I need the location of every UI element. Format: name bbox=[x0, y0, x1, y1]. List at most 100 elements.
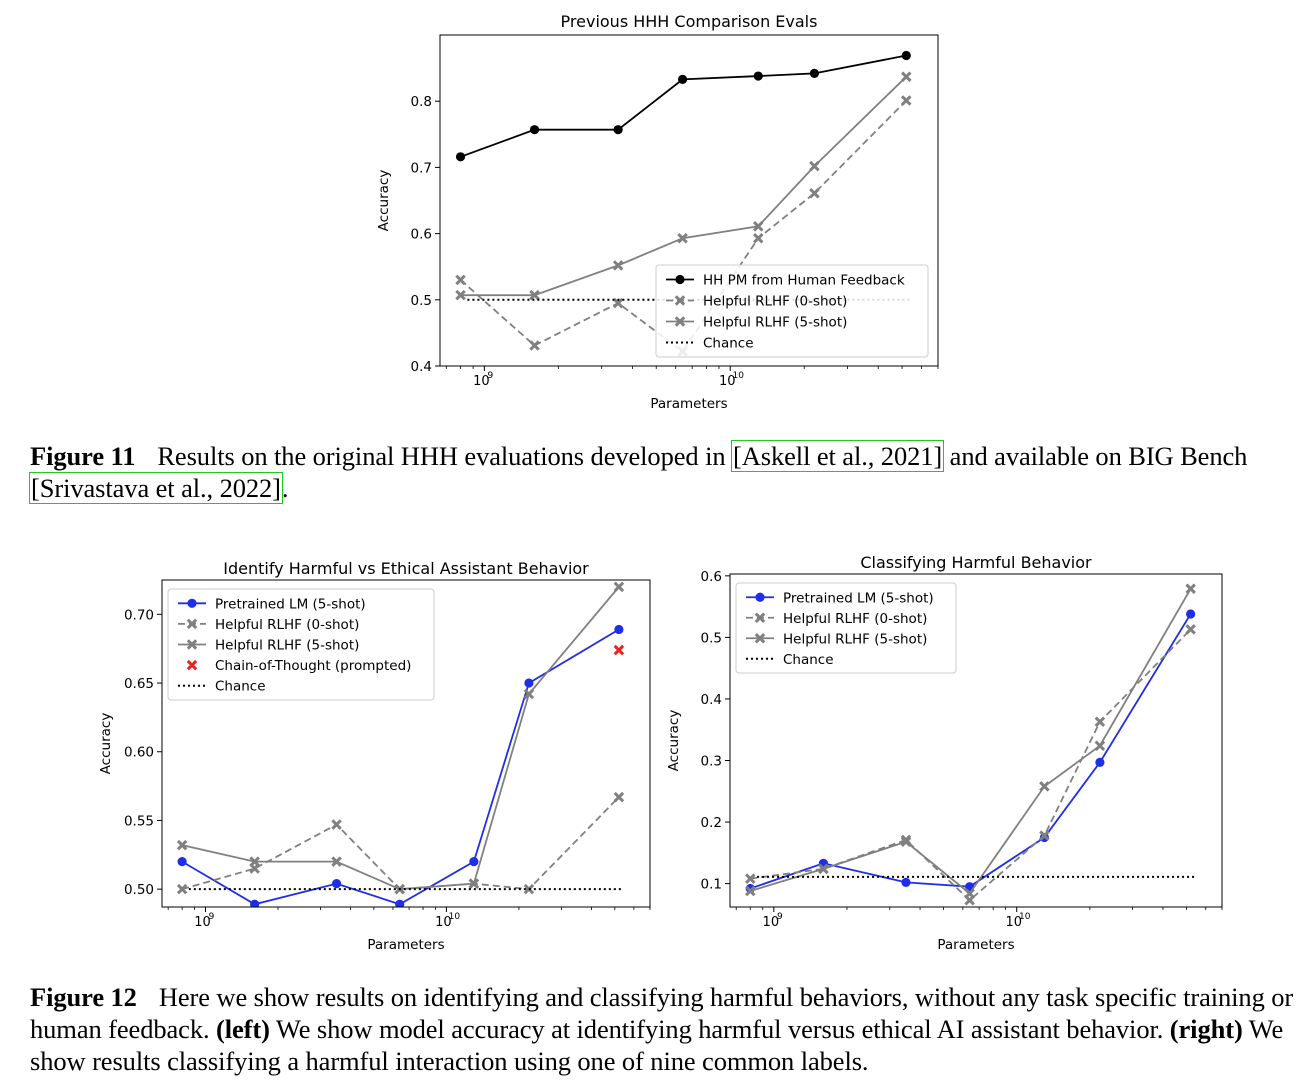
legend-marker bbox=[186, 639, 198, 650]
caption-text: and available on BIG Bench bbox=[943, 441, 1248, 471]
legend-box bbox=[735, 582, 957, 674]
legend-marker bbox=[186, 618, 198, 630]
series-line bbox=[181, 796, 620, 891]
plot-frame bbox=[439, 34, 939, 367]
data-point bbox=[752, 221, 764, 232]
data-point bbox=[455, 152, 466, 162]
data-point bbox=[614, 624, 624, 635]
data-point bbox=[395, 899, 405, 907]
left-panel-label: (left) bbox=[216, 1014, 270, 1044]
data-point bbox=[529, 125, 540, 135]
x-tick-label-exponent: 9 bbox=[777, 912, 783, 922]
x-tick-label-exponent: 10 bbox=[1019, 912, 1031, 922]
y-tick-label: 0.6 bbox=[411, 227, 432, 243]
data-point bbox=[1095, 757, 1105, 767]
caption-text: . bbox=[281, 473, 289, 503]
y-axis-label: Accuracy bbox=[376, 170, 392, 232]
data-point bbox=[455, 274, 466, 286]
legend-marker bbox=[674, 316, 686, 327]
data-point bbox=[613, 125, 623, 135]
caption-text: We show results classifying a harmful in… bbox=[30, 1014, 1284, 1076]
citation-askell-link[interactable]: [Askell et al., 2021] bbox=[731, 440, 945, 472]
data-point bbox=[613, 644, 625, 656]
legend-entry-hh-pm-from-human-feedback: HH PM from Human Feedback bbox=[703, 273, 905, 289]
legend-marker bbox=[674, 295, 686, 306]
data-point bbox=[809, 187, 820, 199]
chart-title: Previous HHH Comparison Evals bbox=[561, 12, 818, 31]
x-tick-label: 10 bbox=[435, 915, 452, 930]
legend-entry-helpful-rlhf-0-shot: Helpful RLHF (0-shot) bbox=[703, 294, 847, 310]
data-point bbox=[1039, 781, 1050, 792]
series-hh-pm-from-human-feedback bbox=[455, 50, 911, 162]
legend-entry-helpful-rlhf-0-shot: Helpful RLHF (0-shot) bbox=[215, 617, 359, 633]
y-tick-label: 0.5 bbox=[701, 630, 722, 646]
data-point bbox=[677, 74, 688, 84]
y-tick-label: 0.7 bbox=[411, 160, 432, 176]
data-point bbox=[529, 289, 540, 301]
data-point bbox=[900, 836, 912, 848]
y-tick-label: 0.1 bbox=[701, 877, 722, 893]
caption-text: We show model accuracy at identifying ha… bbox=[269, 1014, 1170, 1044]
legend-entry-helpful-rlhf-5-shot: Helpful RLHF (5-shot) bbox=[703, 315, 847, 331]
y-tick-label: 0.8 bbox=[411, 94, 432, 110]
legend-entry-pretrained-lm-5-shot: Pretrained LM (5-shot) bbox=[783, 590, 934, 606]
y-tick-label: 0.65 bbox=[124, 676, 154, 692]
citation-srivastava-link[interactable]: [Srivastava et al., 2022] bbox=[29, 472, 283, 504]
legend: Pretrained LM (5-shot) Helpful RLHF (0-sh… bbox=[167, 588, 435, 701]
plot-area bbox=[176, 581, 625, 907]
chart-title: Identify Harmful vs Ethical Assistant Be… bbox=[223, 559, 589, 578]
series-helpful-rlhf-0-shot bbox=[176, 791, 625, 895]
y-tick-label: 0.50 bbox=[124, 882, 154, 898]
legend: Pretrained LM (5-shot) Helpful RLHF (0-sh… bbox=[735, 582, 957, 674]
data-point bbox=[677, 232, 688, 244]
x-axis-label: Parameters bbox=[650, 396, 727, 412]
y-tick-label: 0.55 bbox=[124, 813, 154, 829]
data-point bbox=[523, 688, 535, 700]
data-point bbox=[455, 289, 466, 301]
legend-entry-chance: Chance bbox=[783, 652, 834, 668]
data-point bbox=[1185, 583, 1196, 595]
y-tick-label: 0.6 bbox=[701, 569, 722, 585]
data-point bbox=[249, 856, 260, 867]
y-tick-label: 0.2 bbox=[701, 815, 722, 831]
legend-marker bbox=[675, 274, 685, 285]
legend-marker bbox=[755, 592, 765, 602]
x-axis-label: Parameters bbox=[367, 937, 444, 953]
data-point bbox=[1185, 624, 1196, 635]
data-point bbox=[250, 899, 260, 907]
y-axis-label: Accuracy bbox=[98, 713, 114, 775]
y-tick-label: 0.70 bbox=[124, 607, 154, 623]
data-point bbox=[524, 678, 534, 688]
y-tick-label: 0.4 bbox=[701, 692, 722, 708]
data-point bbox=[1039, 830, 1050, 841]
data-point bbox=[1186, 609, 1196, 619]
data-point bbox=[331, 819, 342, 830]
x-tick-label-exponent: 9 bbox=[487, 371, 493, 381]
data-point bbox=[809, 68, 820, 78]
legend-entry-helpful-rlhf-0-shot: Helpful RLHF (0-shot) bbox=[783, 611, 927, 627]
x-tick-label: 10 bbox=[763, 915, 780, 930]
legend-marker bbox=[187, 598, 197, 608]
x-tick-label-exponent: 10 bbox=[449, 912, 461, 922]
legend-box bbox=[655, 264, 929, 358]
figure-12-caption: Figure 12 Here we show results on identif… bbox=[30, 981, 1300, 1077]
data-point bbox=[612, 260, 624, 271]
data-point bbox=[469, 857, 479, 867]
legend-marker bbox=[754, 612, 766, 624]
data-point bbox=[331, 856, 342, 867]
legend-box bbox=[167, 588, 435, 701]
data-point bbox=[964, 888, 975, 899]
legend-entry-pretrained-lm-5-shot: Pretrained LM (5-shot) bbox=[215, 596, 366, 612]
data-point bbox=[176, 883, 188, 895]
figure-11-caption: Figure 11 Results on the original HHH eva… bbox=[29, 440, 1300, 504]
data-point bbox=[818, 863, 829, 875]
chart-2: Identify Harmful vs Ethical Assistant Be… bbox=[98, 559, 651, 953]
series-line bbox=[460, 76, 907, 297]
data-point bbox=[752, 232, 764, 244]
right-panel-label: (right) bbox=[1169, 1014, 1243, 1044]
data-point bbox=[901, 877, 911, 887]
data-point bbox=[901, 50, 911, 61]
data-point bbox=[468, 878, 480, 889]
data-point bbox=[809, 160, 820, 172]
